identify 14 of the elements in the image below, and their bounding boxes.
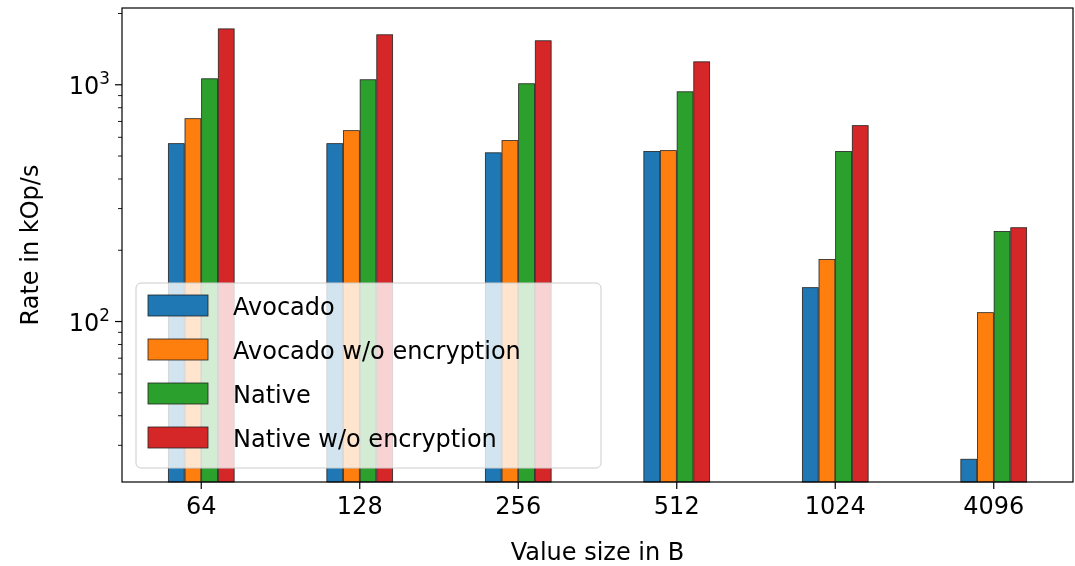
legend-label: Native (233, 381, 311, 409)
x-tick-label: 4096 (963, 492, 1025, 520)
y-tick-label: 10$^{3}$ (68, 67, 110, 100)
x-tick-label: 1024 (804, 492, 866, 520)
x-tick-label: 256 (495, 492, 542, 520)
x-axis-title: Value size in B (510, 538, 685, 566)
x-tick-label: 128 (336, 492, 383, 520)
y-tick-label: 10$^{2}$ (68, 304, 110, 337)
y-axis-title: Rate in kOp/s (16, 164, 44, 326)
legend-label: Avocado (233, 293, 335, 321)
legend-label: Avocado w/o encryption (233, 337, 521, 365)
x-tick-label: 512 (653, 492, 700, 520)
x-tick-label: 64 (185, 492, 217, 520)
legend-label: Native w/o encryption (233, 425, 497, 453)
